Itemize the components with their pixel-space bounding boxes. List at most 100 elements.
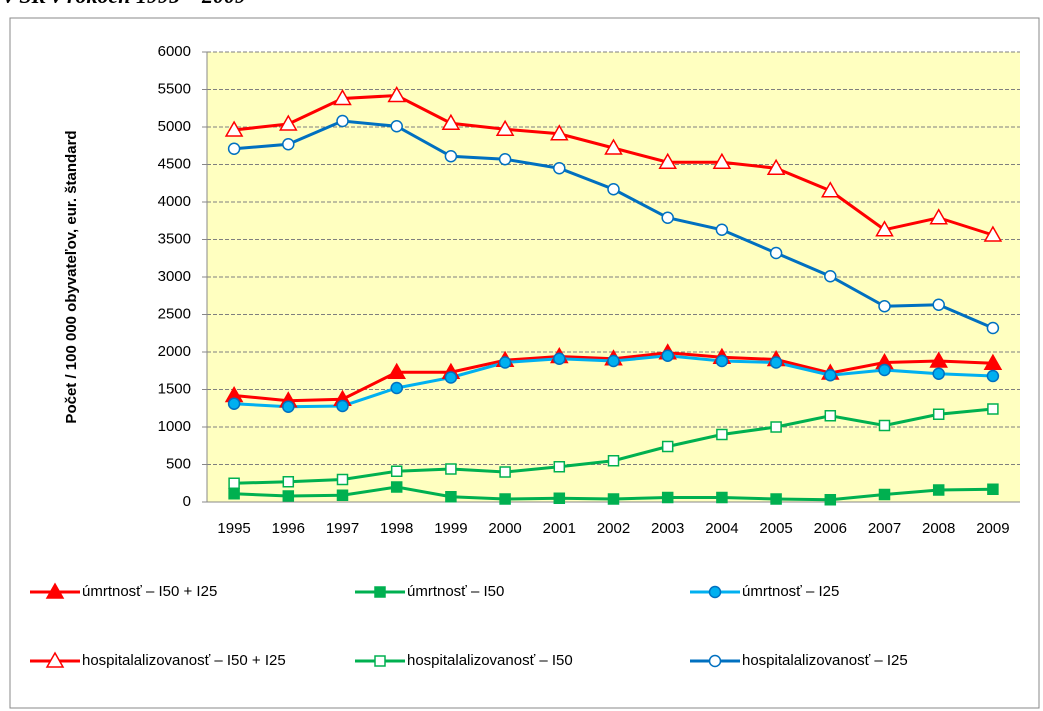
marker xyxy=(824,410,837,422)
marker xyxy=(445,463,457,475)
marker xyxy=(336,473,349,486)
marker xyxy=(661,440,674,453)
y-tick-label: 5000 xyxy=(158,118,191,135)
marker xyxy=(661,349,674,362)
marker xyxy=(279,114,298,131)
legend-marker xyxy=(374,586,386,598)
y-tick-label: 3500 xyxy=(158,230,191,247)
marker xyxy=(878,488,891,501)
marker xyxy=(607,493,620,505)
marker xyxy=(821,181,840,198)
x-tick-label: 1995 xyxy=(217,520,250,537)
marker xyxy=(444,150,458,163)
legend-marker xyxy=(45,582,65,599)
legend-label: hospitalalizovanosť – I50 + I25 xyxy=(82,652,286,669)
marker xyxy=(716,428,728,441)
y-tick-label: 2500 xyxy=(158,305,191,322)
y-tick-label: 6000 xyxy=(158,43,191,60)
marker xyxy=(227,142,241,155)
marker xyxy=(390,120,403,133)
marker xyxy=(441,113,461,130)
marker xyxy=(769,246,783,260)
marker xyxy=(228,477,240,489)
marker xyxy=(550,124,569,141)
x-tick-label: 2000 xyxy=(488,520,521,537)
marker xyxy=(715,223,729,236)
marker xyxy=(227,397,241,410)
legend-label: úmrtnosť – I50 + I25 xyxy=(82,583,217,600)
x-tick-label: 2006 xyxy=(814,520,847,537)
marker xyxy=(929,208,948,225)
chart-title: v SR v rokoch 1995 – 2009 xyxy=(4,0,246,8)
marker xyxy=(929,351,948,368)
marker xyxy=(390,481,403,493)
marker xyxy=(553,461,566,473)
x-tick-label: 1999 xyxy=(434,520,467,537)
marker xyxy=(715,354,729,368)
x-tick-label: 2009 xyxy=(976,520,1009,537)
marker xyxy=(607,455,620,467)
marker xyxy=(878,300,891,313)
x-tick-label: 1998 xyxy=(380,520,413,537)
marker xyxy=(712,152,732,169)
x-tick-label: 2001 xyxy=(543,520,576,537)
marker xyxy=(282,138,295,151)
y-tick-label: 0 xyxy=(183,493,191,510)
marker xyxy=(604,138,623,155)
marker xyxy=(932,367,945,380)
legend-marker xyxy=(708,654,722,668)
marker xyxy=(444,371,458,384)
marker xyxy=(390,381,403,395)
x-tick-label: 2004 xyxy=(705,520,738,537)
marker xyxy=(932,408,945,420)
marker xyxy=(716,491,728,504)
y-tick-label: 1500 xyxy=(158,380,191,397)
x-tick-label: 2007 xyxy=(868,520,901,537)
legend-marker xyxy=(708,585,722,599)
marker xyxy=(769,356,783,369)
marker xyxy=(658,152,677,169)
y-tick-label: 2000 xyxy=(158,343,191,360)
y-tick-label: 3000 xyxy=(158,268,191,285)
marker xyxy=(987,403,999,415)
legend-marker xyxy=(374,655,386,667)
legend-label: úmrtnosť – I50 xyxy=(407,583,504,600)
marker xyxy=(390,465,403,477)
marker xyxy=(282,476,295,488)
marker xyxy=(824,494,837,506)
marker xyxy=(986,369,1000,383)
marker xyxy=(445,491,457,503)
marker xyxy=(607,354,620,368)
x-tick-label: 1997 xyxy=(326,520,359,537)
marker xyxy=(824,369,837,382)
marker xyxy=(498,153,512,166)
marker xyxy=(387,85,406,103)
legend-label: hospitalalizovanosť – I50 xyxy=(407,652,573,669)
marker xyxy=(553,162,566,175)
y-axis-label: Počet / 100 000 obyvateľov, eur. štandar… xyxy=(63,130,80,423)
y-tick-label: 5500 xyxy=(158,80,191,97)
marker xyxy=(932,298,945,311)
y-tick-label: 4500 xyxy=(158,155,191,172)
marker xyxy=(499,493,511,505)
marker xyxy=(336,114,349,128)
y-tick-label: 4000 xyxy=(158,193,191,210)
marker xyxy=(224,120,244,137)
marker xyxy=(878,419,891,432)
legend-marker xyxy=(45,651,65,668)
marker xyxy=(495,119,515,136)
marker xyxy=(387,362,406,379)
y-tick-label: 500 xyxy=(166,455,191,472)
legend-label: hospitalalizovanosť – I25 xyxy=(742,652,908,669)
marker xyxy=(932,484,945,496)
marker xyxy=(987,483,999,495)
marker xyxy=(661,491,674,504)
marker xyxy=(228,488,240,500)
marker xyxy=(770,421,782,433)
marker xyxy=(333,88,352,106)
x-tick-label: 2005 xyxy=(759,520,792,537)
marker xyxy=(986,321,1000,335)
x-tick-label: 2002 xyxy=(597,520,630,537)
marker xyxy=(499,466,511,478)
